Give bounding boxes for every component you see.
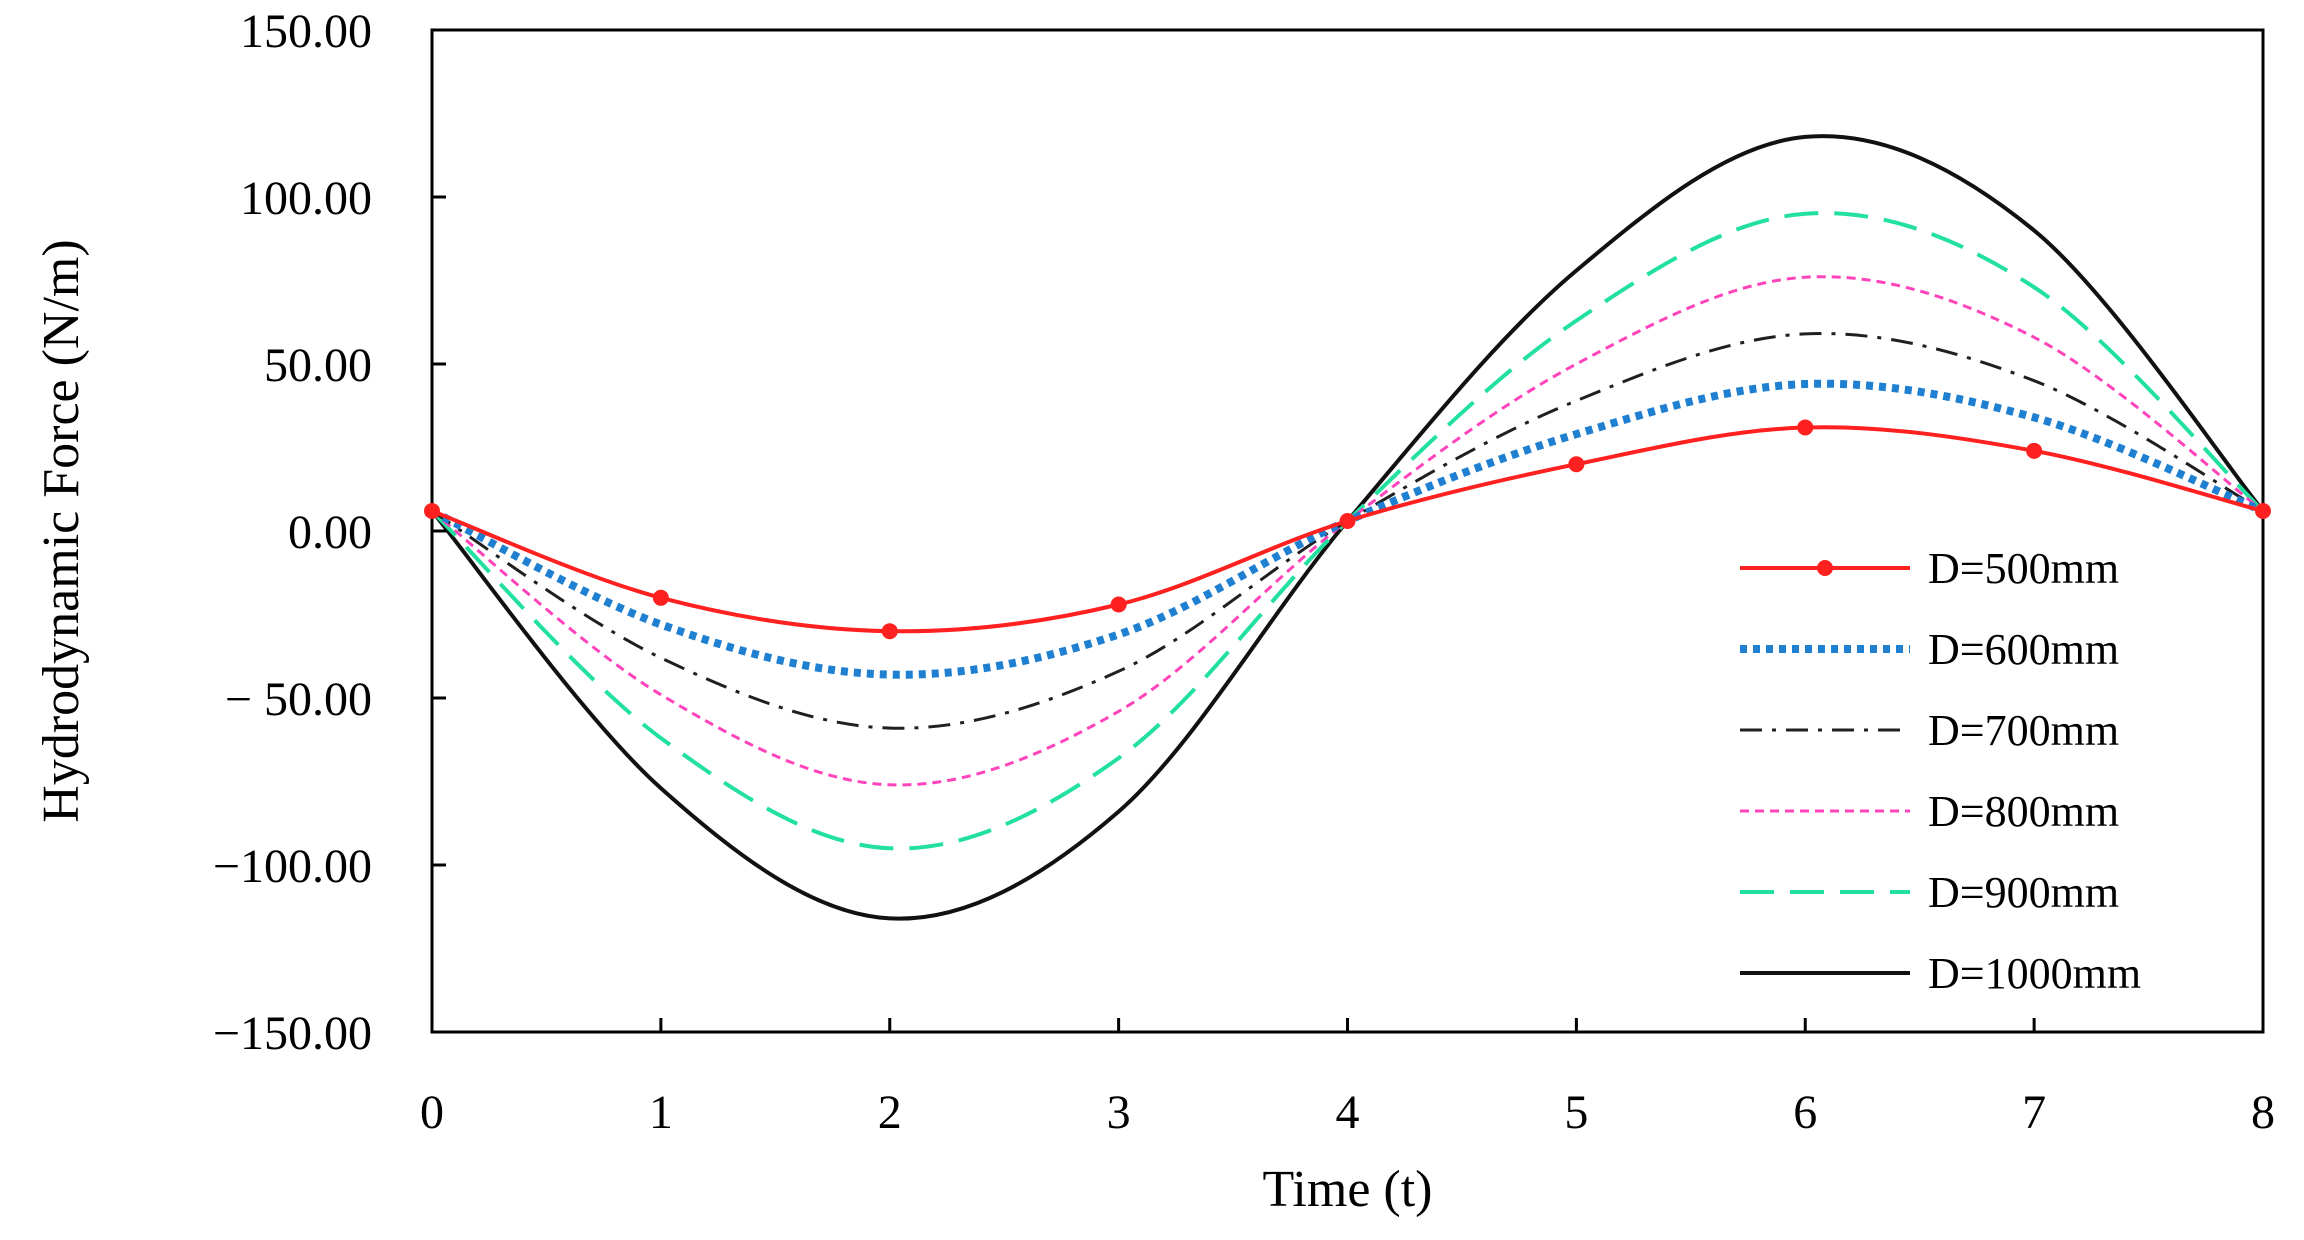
y-tick-label-4: − 50.00: [225, 673, 372, 726]
y-axis-title: Hydrodynamic Force (N/m): [33, 239, 90, 822]
x-tick-label-1: 1: [649, 1086, 673, 1139]
y-tick-label-3: 0.00: [288, 506, 372, 559]
legend-label-2: D=700mm: [1928, 706, 2119, 755]
legend-marker-0: [1817, 560, 1833, 576]
x-axis: 0 1 2 3 4 5 6 7 8: [420, 1018, 2275, 1139]
y-tick-label-5: −100.00: [213, 840, 372, 893]
series-0-point-6: [1797, 419, 1814, 436]
legend-label-0: D=500mm: [1928, 544, 2119, 593]
series-0-point-0: [424, 502, 440, 519]
series-0-point-7: [2026, 442, 2043, 459]
x-tick-label-5: 5: [1564, 1086, 1588, 1139]
series-lines: [424, 134, 2271, 921]
series-0-point-4: [1339, 512, 1356, 529]
x-tick-label-0: 0: [420, 1086, 444, 1139]
legend-label-4: D=900mm: [1928, 868, 2119, 917]
x-tick-label-8: 8: [2251, 1086, 2275, 1139]
series-0-point-2: [881, 623, 898, 640]
legend-label-1: D=600mm: [1928, 625, 2119, 674]
legend-label-5: D=1000mm: [1928, 949, 2141, 998]
legend-label-3: D=800mm: [1928, 787, 2119, 836]
x-tick-label-3: 3: [1107, 1086, 1131, 1139]
y-axis: 150.00 100.00 50.00 0.00 − 50.00 −100.00 −150.…: [213, 5, 446, 1060]
series-0-point-3: [1110, 596, 1127, 613]
legend: D=500mm D=600mm D=700mm D=800mm D=900mm D=100…: [1740, 544, 2141, 998]
y-tick-label-6: −150.00: [213, 1007, 372, 1060]
series-0-point-5: [1568, 456, 1585, 473]
x-tick-label-6: 6: [1793, 1086, 1817, 1139]
series-line-0: [431, 425, 2264, 634]
series-0-point-8: [2255, 502, 2271, 519]
y-tick-label-1: 100.00: [240, 172, 372, 225]
x-tick-label-7: 7: [2022, 1086, 2046, 1139]
y-tick-label-0: 150.00: [240, 5, 372, 58]
series-0-point-1: [652, 589, 669, 606]
x-tick-label-2: 2: [878, 1086, 902, 1139]
x-tick-label-4: 4: [1336, 1086, 1360, 1139]
y-tick-label-2: 50.00: [264, 339, 372, 392]
x-axis-title: Time (t): [1263, 1161, 1433, 1218]
